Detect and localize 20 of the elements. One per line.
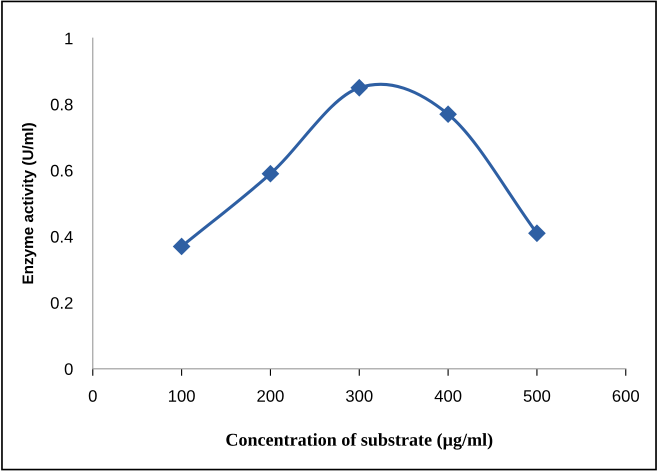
y-axis-title: Enzyme activity (U/ml)	[22, 123, 36, 284]
point	[173, 238, 190, 256]
y-tick-label: 0	[64, 363, 73, 375]
x-tick-label: 400	[434, 390, 462, 402]
point	[528, 224, 546, 242]
y-tick-label: 0.4	[50, 230, 73, 243]
y-tick-label: 1	[65, 32, 73, 44]
y-tick-label: 0.2	[50, 297, 72, 309]
point	[350, 79, 368, 96]
y-tick-label: 0.6	[50, 164, 73, 177]
x-tick-label: 200	[257, 390, 284, 402]
x-tick-label: 0	[88, 390, 97, 402]
y-tick-label: 0.8	[50, 98, 73, 110]
x-axis-title: Concentration of substrate (µg/ml)	[226, 432, 492, 450]
point	[440, 106, 457, 123]
x-tick-label: 300	[346, 390, 373, 402]
point	[262, 165, 279, 182]
x-tick-label: 100	[168, 390, 195, 402]
x-tick-label: 600	[612, 390, 640, 402]
x-tick-label: 500	[524, 390, 550, 402]
